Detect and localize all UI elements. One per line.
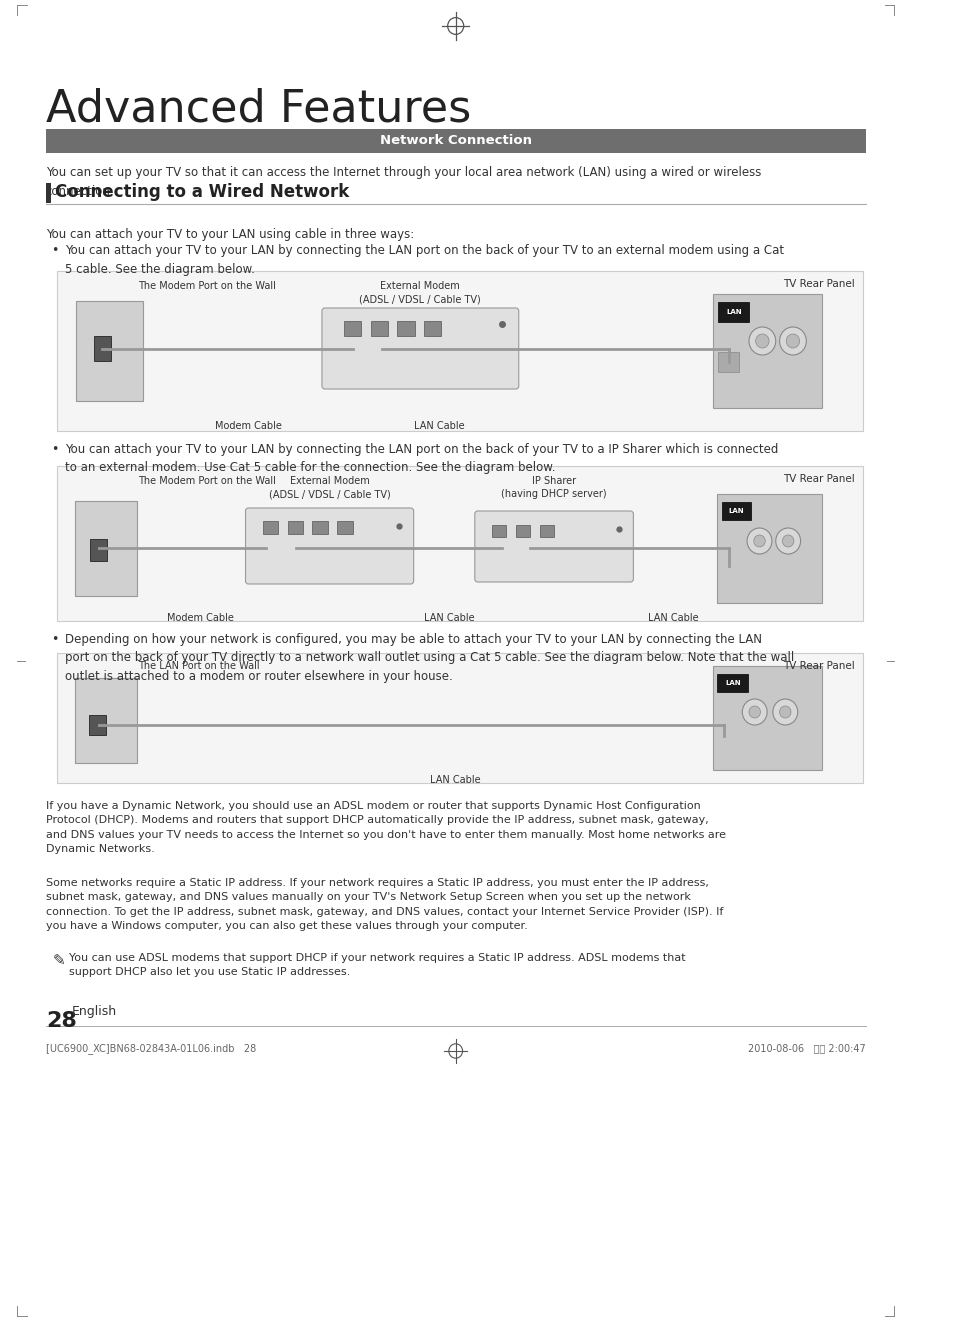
Circle shape <box>748 705 760 719</box>
FancyBboxPatch shape <box>57 466 862 621</box>
Circle shape <box>779 328 805 355</box>
FancyBboxPatch shape <box>718 303 748 322</box>
FancyBboxPatch shape <box>516 524 530 538</box>
FancyBboxPatch shape <box>712 295 821 408</box>
Text: ✎: ✎ <box>52 952 65 968</box>
FancyBboxPatch shape <box>57 653 862 783</box>
Circle shape <box>755 334 768 347</box>
FancyBboxPatch shape <box>46 184 51 203</box>
FancyBboxPatch shape <box>262 520 277 534</box>
Circle shape <box>779 705 790 719</box>
Text: LAN: LAN <box>725 309 740 314</box>
FancyBboxPatch shape <box>344 321 361 336</box>
FancyBboxPatch shape <box>424 321 441 336</box>
FancyBboxPatch shape <box>492 524 506 538</box>
Text: The Modem Port on the Wall: The Modem Port on the Wall <box>138 476 276 486</box>
Text: 2010-08-06   오후 2:00:47: 2010-08-06 오후 2:00:47 <box>747 1044 864 1053</box>
FancyBboxPatch shape <box>371 321 388 336</box>
Text: •: • <box>51 633 59 646</box>
Text: You can attach your TV to your LAN by connecting the LAN port on the back of you: You can attach your TV to your LAN by co… <box>65 443 778 474</box>
FancyBboxPatch shape <box>721 502 750 520</box>
Text: You can use ADSL modems that support DHCP if your network requires a Static IP a: You can use ADSL modems that support DHC… <box>69 952 684 978</box>
FancyBboxPatch shape <box>76 301 143 402</box>
FancyBboxPatch shape <box>74 678 136 764</box>
FancyBboxPatch shape <box>245 509 414 584</box>
Circle shape <box>772 699 797 725</box>
FancyBboxPatch shape <box>718 351 739 373</box>
Text: TV Rear Panel: TV Rear Panel <box>782 660 854 671</box>
Text: LAN Cable: LAN Cable <box>423 613 474 624</box>
Circle shape <box>753 535 764 547</box>
Text: External Modem
(ADSL / VDSL / Cable TV): External Modem (ADSL / VDSL / Cable TV) <box>359 281 480 304</box>
Text: You can attach your TV to your LAN by connecting the LAN port on the back of you: You can attach your TV to your LAN by co… <box>65 244 783 276</box>
FancyBboxPatch shape <box>717 674 747 692</box>
Text: Advanced Features: Advanced Features <box>46 89 471 131</box>
FancyBboxPatch shape <box>312 520 327 534</box>
Circle shape <box>741 699 766 725</box>
Text: If you have a Dynamic Network, you should use an ADSL modem or router that suppo: If you have a Dynamic Network, you shoul… <box>46 801 725 855</box>
Text: IP Sharer
(having DHCP server): IP Sharer (having DHCP server) <box>500 476 606 499</box>
FancyBboxPatch shape <box>321 308 518 388</box>
FancyBboxPatch shape <box>57 271 862 431</box>
FancyBboxPatch shape <box>712 666 821 770</box>
FancyBboxPatch shape <box>717 494 821 602</box>
Text: TV Rear Panel: TV Rear Panel <box>782 279 854 289</box>
FancyBboxPatch shape <box>475 511 633 583</box>
Text: LAN: LAN <box>724 680 740 686</box>
Circle shape <box>748 328 775 355</box>
FancyBboxPatch shape <box>46 129 864 153</box>
Text: Modem Cable: Modem Cable <box>167 613 233 624</box>
Text: The Modem Port on the Wall: The Modem Port on the Wall <box>138 281 276 291</box>
Text: You can set up your TV so that it can access the Internet through your local are: You can set up your TV so that it can ac… <box>46 166 760 198</box>
Circle shape <box>746 528 771 553</box>
Text: The LAN Port on the Wall: The LAN Port on the Wall <box>138 660 260 671</box>
Circle shape <box>785 334 799 347</box>
Text: You can attach your TV to your LAN using cable in three ways:: You can attach your TV to your LAN using… <box>46 229 414 240</box>
FancyBboxPatch shape <box>287 520 302 534</box>
Text: 28: 28 <box>46 1011 76 1030</box>
Text: TV Rear Panel: TV Rear Panel <box>782 474 854 483</box>
Text: Network Connection: Network Connection <box>379 135 531 148</box>
Text: •: • <box>51 443 59 456</box>
Text: LAN Cable: LAN Cable <box>430 775 480 785</box>
Text: Connecting to a Wired Network: Connecting to a Wired Network <box>55 184 350 201</box>
FancyBboxPatch shape <box>89 715 106 734</box>
Text: Some networks require a Static IP address. If your network requires a Static IP : Some networks require a Static IP addres… <box>46 878 722 931</box>
FancyBboxPatch shape <box>336 520 353 534</box>
FancyBboxPatch shape <box>93 336 111 361</box>
Text: [UC6900_XC]BN68-02843A-01L06.indb   28: [UC6900_XC]BN68-02843A-01L06.indb 28 <box>46 1044 255 1054</box>
FancyBboxPatch shape <box>74 501 136 596</box>
FancyBboxPatch shape <box>539 524 554 538</box>
Text: Depending on how your network is configured, you may be able to attach your TV t: Depending on how your network is configu… <box>65 633 794 683</box>
Text: English: English <box>71 1005 116 1018</box>
Text: LAN Cable: LAN Cable <box>647 613 699 624</box>
Circle shape <box>775 528 800 553</box>
Text: Modem Cable: Modem Cable <box>214 421 281 431</box>
FancyBboxPatch shape <box>397 321 415 336</box>
Text: External Modem
(ADSL / VDSL / Cable TV): External Modem (ADSL / VDSL / Cable TV) <box>269 476 390 499</box>
Circle shape <box>781 535 793 547</box>
Text: •: • <box>51 244 59 258</box>
Text: LAN Cable: LAN Cable <box>414 421 464 431</box>
Text: LAN: LAN <box>728 509 743 514</box>
FancyBboxPatch shape <box>90 539 107 561</box>
